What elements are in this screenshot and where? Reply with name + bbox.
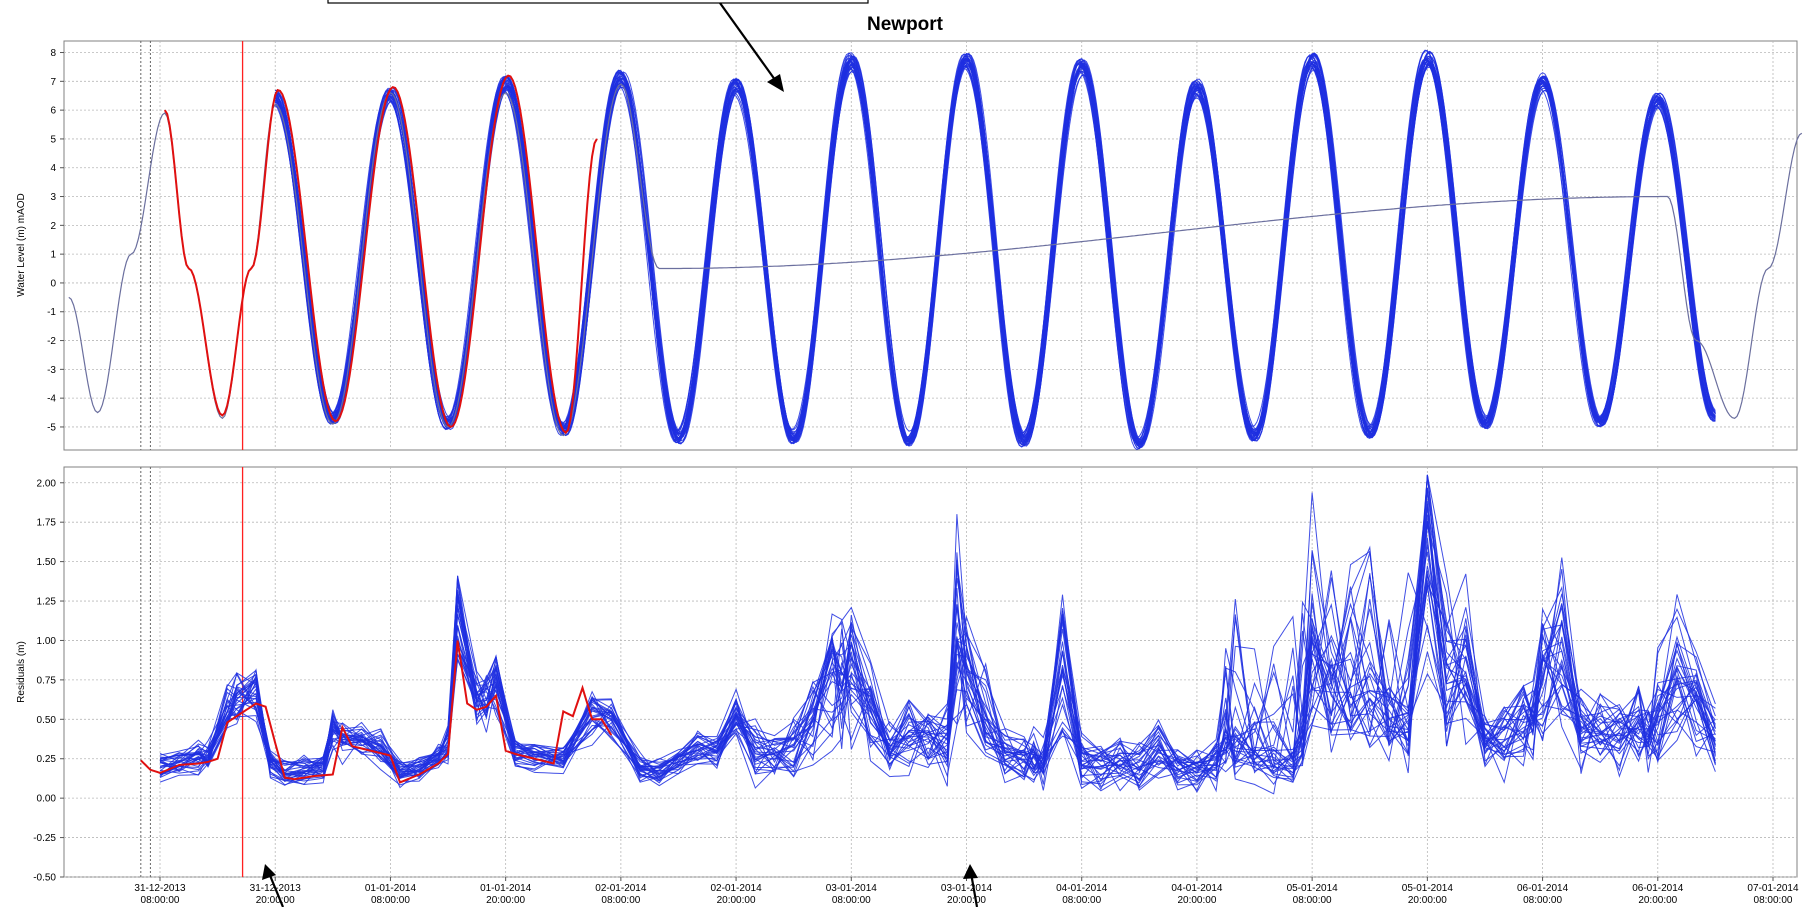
- annotation-arrows: [262, 2, 979, 907]
- x-tick-time: 20:00:00: [947, 895, 986, 906]
- x-tick-time: 20:00:00: [1638, 895, 1677, 906]
- x-tick-date: 07-01-2014: [1747, 883, 1799, 894]
- water-level-y-tick-label: -5: [47, 422, 56, 433]
- residuals-plot-area: [63, 466, 1798, 878]
- water-level-y-tick-label: 7: [50, 77, 56, 88]
- water-level-y-tick-label: -2: [47, 336, 56, 347]
- water-level-y-tick-label: 4: [50, 163, 56, 174]
- residuals-y-tick-label: 1.50: [37, 557, 57, 568]
- residuals-ensemble-member-line: [159, 474, 1716, 781]
- x-tick-time: 08:00:00: [1293, 895, 1332, 906]
- x-tick-date: 06-01-2014: [1632, 883, 1684, 894]
- residuals-y-tick-label: 1.25: [37, 597, 57, 608]
- water-level-ensemble-member-line: [275, 57, 1716, 445]
- x-tick-date: 04-01-2014: [1056, 883, 1108, 894]
- x-tick-time: 08:00:00: [141, 895, 180, 906]
- water-level-plot-area: [63, 40, 1798, 451]
- x-tick-time: 20:00:00: [1177, 895, 1216, 906]
- water-level-y-tick-label: 2: [50, 221, 56, 232]
- x-tick-time: 20:00:00: [1408, 895, 1447, 906]
- x-tick-date: 05-01-2014: [1287, 883, 1339, 894]
- residuals-series: [140, 474, 1716, 795]
- water-level-observed-line: [163, 74, 598, 435]
- water-level-series: [68, 49, 1803, 451]
- water-level-y-tick-label: 0: [50, 278, 56, 289]
- x-tick-time: 08:00:00: [1523, 895, 1562, 906]
- x-tick-date: 02-01-2014: [710, 883, 762, 894]
- x-tick-time: 08:00:00: [371, 895, 410, 906]
- x-tick-time: 20:00:00: [486, 895, 525, 906]
- water-level-markers: [140, 41, 244, 450]
- water-level-y-tick-label: 3: [50, 192, 56, 203]
- chart-title: Newport: [867, 14, 944, 35]
- residuals-ensemble-member-line: [159, 584, 1716, 776]
- x-tick-time: 08:00:00: [601, 895, 640, 906]
- annotation-arrow-forecast-start: [262, 864, 285, 907]
- residuals-markers: [140, 467, 244, 877]
- water-level-tidal-line: [68, 83, 1803, 437]
- x-tick-time: 20:00:00: [717, 895, 756, 906]
- water-level-y-tick-label: -1: [47, 307, 56, 318]
- x-tick-time: 08:00:00: [1062, 895, 1101, 906]
- residuals-y-tick-label: -0.25: [33, 833, 56, 844]
- x-tick-date: 03-01-2014: [941, 883, 993, 894]
- water-level-ensemble-member-line: [274, 51, 1716, 443]
- residuals-y-axis-label: Residuals (m): [16, 641, 27, 703]
- residuals-y-tick-label: 2.00: [37, 478, 57, 489]
- x-tick-time: 20:00:00: [256, 895, 295, 906]
- residuals-y-tick-label: 1.00: [37, 636, 57, 647]
- annotation-box: [327, 0, 869, 4]
- water-level-y-ticks: -5 -4 -3 -2 -1 0 1 2 3 4 5 6 7 8: [47, 48, 64, 433]
- x-tick-date: 03-01-2014: [826, 883, 878, 894]
- residuals-ensemble-member-line: [159, 565, 1716, 791]
- x-tick-date: 02-01-2014: [595, 883, 647, 894]
- x-tick-date: 31-12-2013: [134, 883, 186, 894]
- water-level-y-tick-label: -3: [47, 365, 56, 376]
- residuals-y-tick-label: -0.50: [33, 873, 56, 884]
- water-level-y-axis-label: Water Level (m) mAOD: [16, 193, 27, 297]
- water-level-y-tick-label: -4: [47, 394, 56, 405]
- water-level-y-tick-label: 5: [50, 134, 56, 145]
- residuals-ensemble-member-line: [159, 501, 1716, 792]
- x-tick-date: 05-01-2014: [1402, 883, 1454, 894]
- residuals-y-tick-label: 0.25: [37, 754, 57, 765]
- annotation-arrow-mid: [963, 864, 979, 907]
- residuals-y-tick-label: 0.75: [37, 675, 57, 686]
- x-tick-date: 01-01-2014: [365, 883, 417, 894]
- x-tick-date: 01-01-2014: [480, 883, 532, 894]
- water-level-panel: -5 -4 -3 -2 -1 0 1 2 3 4 5 6 7 8 Water Level (m) mAOD: [16, 40, 1803, 451]
- residuals-y-ticks: -0.50 -0.25 0.00 0.25 0.50 0.75 1.00 1.25 1.50 1.…: [33, 478, 64, 884]
- x-tick-date: 04-01-2014: [1171, 883, 1223, 894]
- residuals-y-tick-label: 1.75: [37, 518, 57, 529]
- residuals-ensemble-member-line: [159, 506, 1716, 775]
- residuals-ensemble-member-line: [159, 487, 1716, 779]
- residuals-y-tick-label: 0.00: [37, 794, 57, 805]
- water-level-y-tick-label: 8: [50, 48, 56, 59]
- water-level-y-tick-label: 6: [50, 106, 56, 117]
- x-tick-date: 06-01-2014: [1517, 883, 1569, 894]
- residuals-observed-line: [140, 640, 613, 784]
- residuals-y-tick-label: 0.50: [37, 715, 57, 726]
- residuals-panel: -0.50 -0.25 0.00 0.25 0.50 0.75 1.00 1.25 1.50 1.…: [16, 466, 1798, 884]
- residuals-ensemble-member-line: [159, 570, 1716, 787]
- x-tick-time: 08:00:00: [1754, 895, 1793, 906]
- water-level-y-tick-label: 1: [50, 250, 56, 261]
- residuals-ensemble-member-line: [159, 474, 1716, 791]
- annotation-arrow-ensemble: [719, 2, 784, 92]
- x-tick-time: 08:00:00: [832, 895, 871, 906]
